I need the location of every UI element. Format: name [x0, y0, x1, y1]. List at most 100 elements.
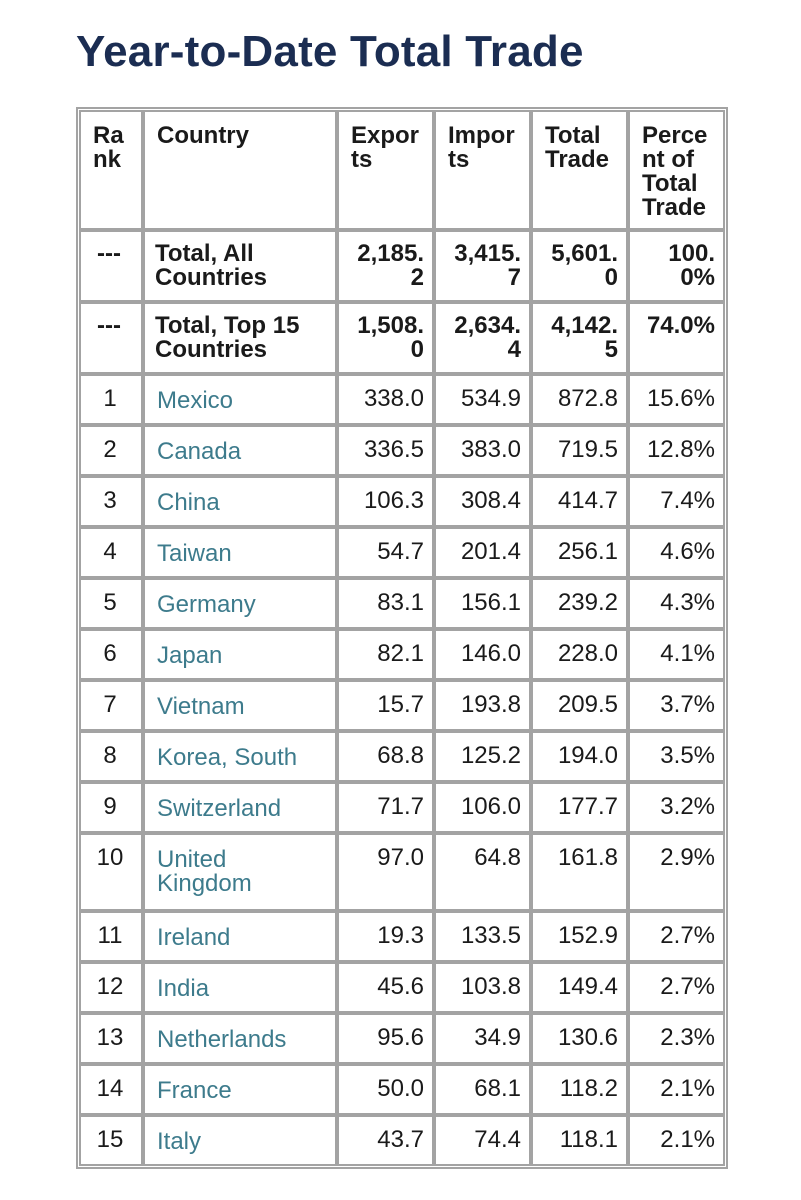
- imports-cell: 193.8: [434, 680, 531, 731]
- total-cell: 118.1: [531, 1115, 628, 1166]
- table-row: 12 India 45.6 103.8 149.4 2.7%: [79, 962, 725, 1013]
- total-cell: 256.1: [531, 527, 628, 578]
- rank-cell: 13: [79, 1013, 143, 1064]
- imports-cell: 383.0: [434, 425, 531, 476]
- rank-cell: 4: [79, 527, 143, 578]
- total-cell: 177.7: [531, 782, 628, 833]
- header-percent: Percent of Total Trade: [628, 110, 725, 230]
- imports-cell: 156.1: [434, 578, 531, 629]
- imports-cell: 146.0: [434, 629, 531, 680]
- imports-cell: 68.1: [434, 1064, 531, 1115]
- exports-cell: 83.1: [337, 578, 434, 629]
- percent-cell: 100.0%: [628, 230, 725, 302]
- country-link[interactable]: Netherlands: [143, 1013, 337, 1064]
- imports-cell: 74.4: [434, 1115, 531, 1166]
- exports-cell: 15.7: [337, 680, 434, 731]
- imports-cell: 308.4: [434, 476, 531, 527]
- header-exports: Exports: [337, 110, 434, 230]
- imports-cell: 34.9: [434, 1013, 531, 1064]
- percent-cell: 2.7%: [628, 911, 725, 962]
- total-cell: 130.6: [531, 1013, 628, 1064]
- exports-cell: 106.3: [337, 476, 434, 527]
- exports-cell: 338.0: [337, 374, 434, 425]
- imports-cell: 125.2: [434, 731, 531, 782]
- country-link[interactable]: Germany: [143, 578, 337, 629]
- total-cell: 152.9: [531, 911, 628, 962]
- country-link[interactable]: China: [143, 476, 337, 527]
- country-link[interactable]: United Kingdom: [143, 833, 337, 911]
- country-link[interactable]: Italy: [143, 1115, 337, 1166]
- rank-cell: 9: [79, 782, 143, 833]
- imports-cell: 106.0: [434, 782, 531, 833]
- country-cell: Total, All Countries: [143, 230, 337, 302]
- table-header-row: Rank Country Exports Imports Total Trade…: [79, 110, 725, 230]
- rank-cell: 7: [79, 680, 143, 731]
- rank-cell: 1: [79, 374, 143, 425]
- summary-row-all: --- Total, All Countries 2,185.2 3,415.7…: [79, 230, 725, 302]
- percent-cell: 2.7%: [628, 962, 725, 1013]
- table-row: 1 Mexico 338.0 534.9 872.8 15.6%: [79, 374, 725, 425]
- exports-cell: 95.6: [337, 1013, 434, 1064]
- country-link[interactable]: Mexico: [143, 374, 337, 425]
- exports-cell: 1,508.0: [337, 302, 434, 374]
- total-cell: 149.4: [531, 962, 628, 1013]
- imports-cell: 64.8: [434, 833, 531, 911]
- exports-cell: 71.7: [337, 782, 434, 833]
- percent-cell: 3.7%: [628, 680, 725, 731]
- country-link[interactable]: Japan: [143, 629, 337, 680]
- exports-cell: 43.7: [337, 1115, 434, 1166]
- percent-cell: 2.3%: [628, 1013, 725, 1064]
- exports-cell: 19.3: [337, 911, 434, 962]
- total-cell: 4,142.5: [531, 302, 628, 374]
- percent-cell: 74.0%: [628, 302, 725, 374]
- rank-cell: ---: [79, 302, 143, 374]
- table-row: 2 Canada 336.5 383.0 719.5 12.8%: [79, 425, 725, 476]
- table-row: 8 Korea, South 68.8 125.2 194.0 3.5%: [79, 731, 725, 782]
- table-row: 11 Ireland 19.3 133.5 152.9 2.7%: [79, 911, 725, 962]
- total-cell: 872.8: [531, 374, 628, 425]
- country-link[interactable]: Korea, South: [143, 731, 337, 782]
- total-cell: 414.7: [531, 476, 628, 527]
- rank-cell: 8: [79, 731, 143, 782]
- total-cell: 209.5: [531, 680, 628, 731]
- percent-cell: 15.6%: [628, 374, 725, 425]
- table-row: 7 Vietnam 15.7 193.8 209.5 3.7%: [79, 680, 725, 731]
- country-link[interactable]: Canada: [143, 425, 337, 476]
- percent-cell: 2.9%: [628, 833, 725, 911]
- imports-cell: 2,634.4: [434, 302, 531, 374]
- country-link[interactable]: India: [143, 962, 337, 1013]
- imports-cell: 103.8: [434, 962, 531, 1013]
- rank-cell: 14: [79, 1064, 143, 1115]
- total-cell: 5,601.0: [531, 230, 628, 302]
- country-link[interactable]: Vietnam: [143, 680, 337, 731]
- exports-cell: 54.7: [337, 527, 434, 578]
- percent-cell: 3.2%: [628, 782, 725, 833]
- exports-cell: 82.1: [337, 629, 434, 680]
- percent-cell: 2.1%: [628, 1064, 725, 1115]
- percent-cell: 4.6%: [628, 527, 725, 578]
- imports-cell: 133.5: [434, 911, 531, 962]
- percent-cell: 7.4%: [628, 476, 725, 527]
- percent-cell: 12.8%: [628, 425, 725, 476]
- exports-cell: 68.8: [337, 731, 434, 782]
- table-row: 9 Switzerland 71.7 106.0 177.7 3.2%: [79, 782, 725, 833]
- country-cell: Total, Top 15 Countries: [143, 302, 337, 374]
- country-link[interactable]: Taiwan: [143, 527, 337, 578]
- country-link[interactable]: Switzerland: [143, 782, 337, 833]
- imports-cell: 534.9: [434, 374, 531, 425]
- imports-cell: 3,415.7: [434, 230, 531, 302]
- total-cell: 161.8: [531, 833, 628, 911]
- total-cell: 239.2: [531, 578, 628, 629]
- trade-table: Rank Country Exports Imports Total Trade…: [76, 107, 728, 1169]
- table-row: 14 France 50.0 68.1 118.2 2.1%: [79, 1064, 725, 1115]
- exports-cell: 45.6: [337, 962, 434, 1013]
- country-link[interactable]: Ireland: [143, 911, 337, 962]
- total-cell: 194.0: [531, 731, 628, 782]
- total-cell: 228.0: [531, 629, 628, 680]
- table-row: 10 United Kingdom 97.0 64.8 161.8 2.9%: [79, 833, 725, 911]
- header-imports: Imports: [434, 110, 531, 230]
- percent-cell: 4.3%: [628, 578, 725, 629]
- total-cell: 118.2: [531, 1064, 628, 1115]
- page-title: Year-to-Date Total Trade: [76, 27, 584, 76]
- country-link[interactable]: France: [143, 1064, 337, 1115]
